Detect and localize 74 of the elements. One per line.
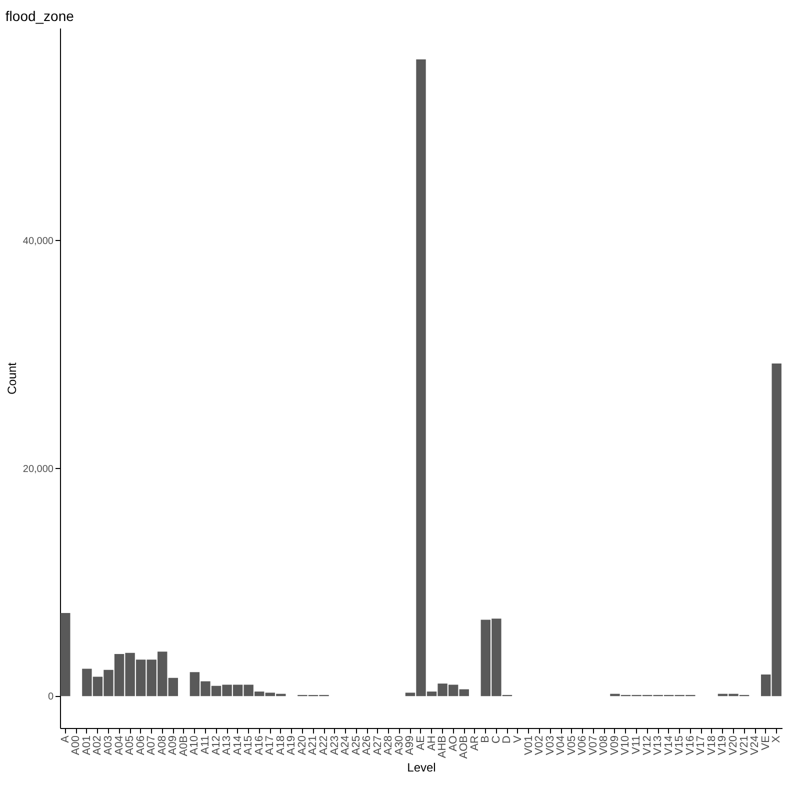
x-tick-label: V16 [684, 736, 696, 756]
x-tick-label: V08 [598, 736, 610, 756]
x-tick-label: V14 [662, 736, 675, 756]
x-tick-label: V12 [641, 736, 654, 756]
y-tick-label: 0 [48, 692, 54, 703]
x-tick-label: A15 [242, 736, 255, 756]
x-tick-label: A99 [404, 736, 416, 756]
bar [60, 612, 70, 696]
x-tick-label: A10 [188, 736, 201, 756]
x-tick-label: A04 [113, 736, 126, 756]
x-tick-label: A08 [156, 736, 168, 756]
x-tick-label: A01 [80, 736, 93, 756]
x-tick-label: A18 [274, 736, 287, 756]
x-tick-label: AO [447, 735, 460, 752]
x-tick-label: AH [426, 735, 438, 751]
x-tick-label: V20 [728, 736, 740, 756]
x-tick-label: V10 [620, 736, 632, 756]
x-tick-label: V18 [706, 736, 718, 756]
x-tick-label: V11 [630, 736, 643, 754]
x-tick-label: A21 [307, 736, 320, 756]
y-axis-title: Count [4, 362, 19, 395]
x-tick-label: A27 [372, 736, 384, 756]
x-tick-label: A07 [146, 736, 158, 756]
x-tick-label: A05 [124, 736, 136, 756]
x-tick-label: V06 [576, 736, 589, 756]
x-tick-label: V05 [566, 736, 578, 756]
x-tick-label: AHB [436, 736, 449, 758]
x-tick-label: V21 [738, 736, 750, 756]
x-tick-label: AOB [458, 736, 470, 759]
x-axis-title: Level [407, 760, 436, 775]
x-tick-label: C [490, 735, 502, 744]
x-tick-label: A28 [382, 736, 395, 756]
x-tick-label: A02 [92, 736, 104, 756]
chart-title: flood_zone [5, 8, 74, 24]
x-tick-label: V17 [695, 736, 708, 756]
x-tick-label: B [480, 736, 492, 743]
x-tick-label: V19 [716, 736, 729, 756]
x-tick-label: A23 [328, 736, 341, 756]
x-tick-label: A03 [102, 736, 114, 756]
x-tick-label: A25 [350, 736, 362, 756]
x-tick-label: A13 [221, 736, 234, 756]
x-tick-label: A20 [296, 736, 308, 756]
x-tick-label: V07 [587, 736, 600, 756]
x-tick-label: A00 [70, 736, 82, 756]
y-tick-label: 20,000 [22, 464, 54, 475]
x-tick-label: A11 [199, 736, 212, 754]
x-tick-label: AE [415, 736, 427, 750]
x-tick-label: D [501, 735, 514, 744]
x-tick-label: A19 [286, 736, 298, 756]
x-tick-label: VE [760, 736, 772, 750]
x-tick-label: A0B [178, 736, 190, 756]
x-tick-label: V04 [555, 736, 568, 756]
x-tick-label: A24 [340, 736, 352, 756]
x-tick-label: V13 [652, 736, 664, 756]
x-tick-label: A26 [361, 736, 374, 756]
x-tick-label: X [770, 734, 783, 743]
y-tick-label: 40,000 [22, 236, 54, 247]
x-tick-label: AR [468, 735, 481, 751]
x-tick-label: V02 [534, 736, 546, 756]
x-tick-label: V09 [608, 736, 621, 756]
x-tick-label: A12 [210, 736, 222, 756]
x-tick-label: A14 [232, 736, 244, 756]
x-tick-label: A [59, 734, 72, 743]
x-tick-label: V15 [674, 736, 686, 756]
x-tick-label: V [512, 734, 524, 743]
x-tick-label: A16 [253, 736, 266, 756]
x-tick-label: V03 [544, 736, 556, 756]
x-tick-label: V24 [749, 736, 762, 756]
x-tick-label: A06 [134, 736, 147, 756]
x-tick-label: A09 [167, 736, 180, 756]
x-tick-label: A22 [318, 736, 330, 756]
x-tick-label: V01 [522, 736, 535, 756]
x-tick-label: A17 [264, 736, 276, 756]
x-tick-label: A30 [393, 736, 406, 756]
